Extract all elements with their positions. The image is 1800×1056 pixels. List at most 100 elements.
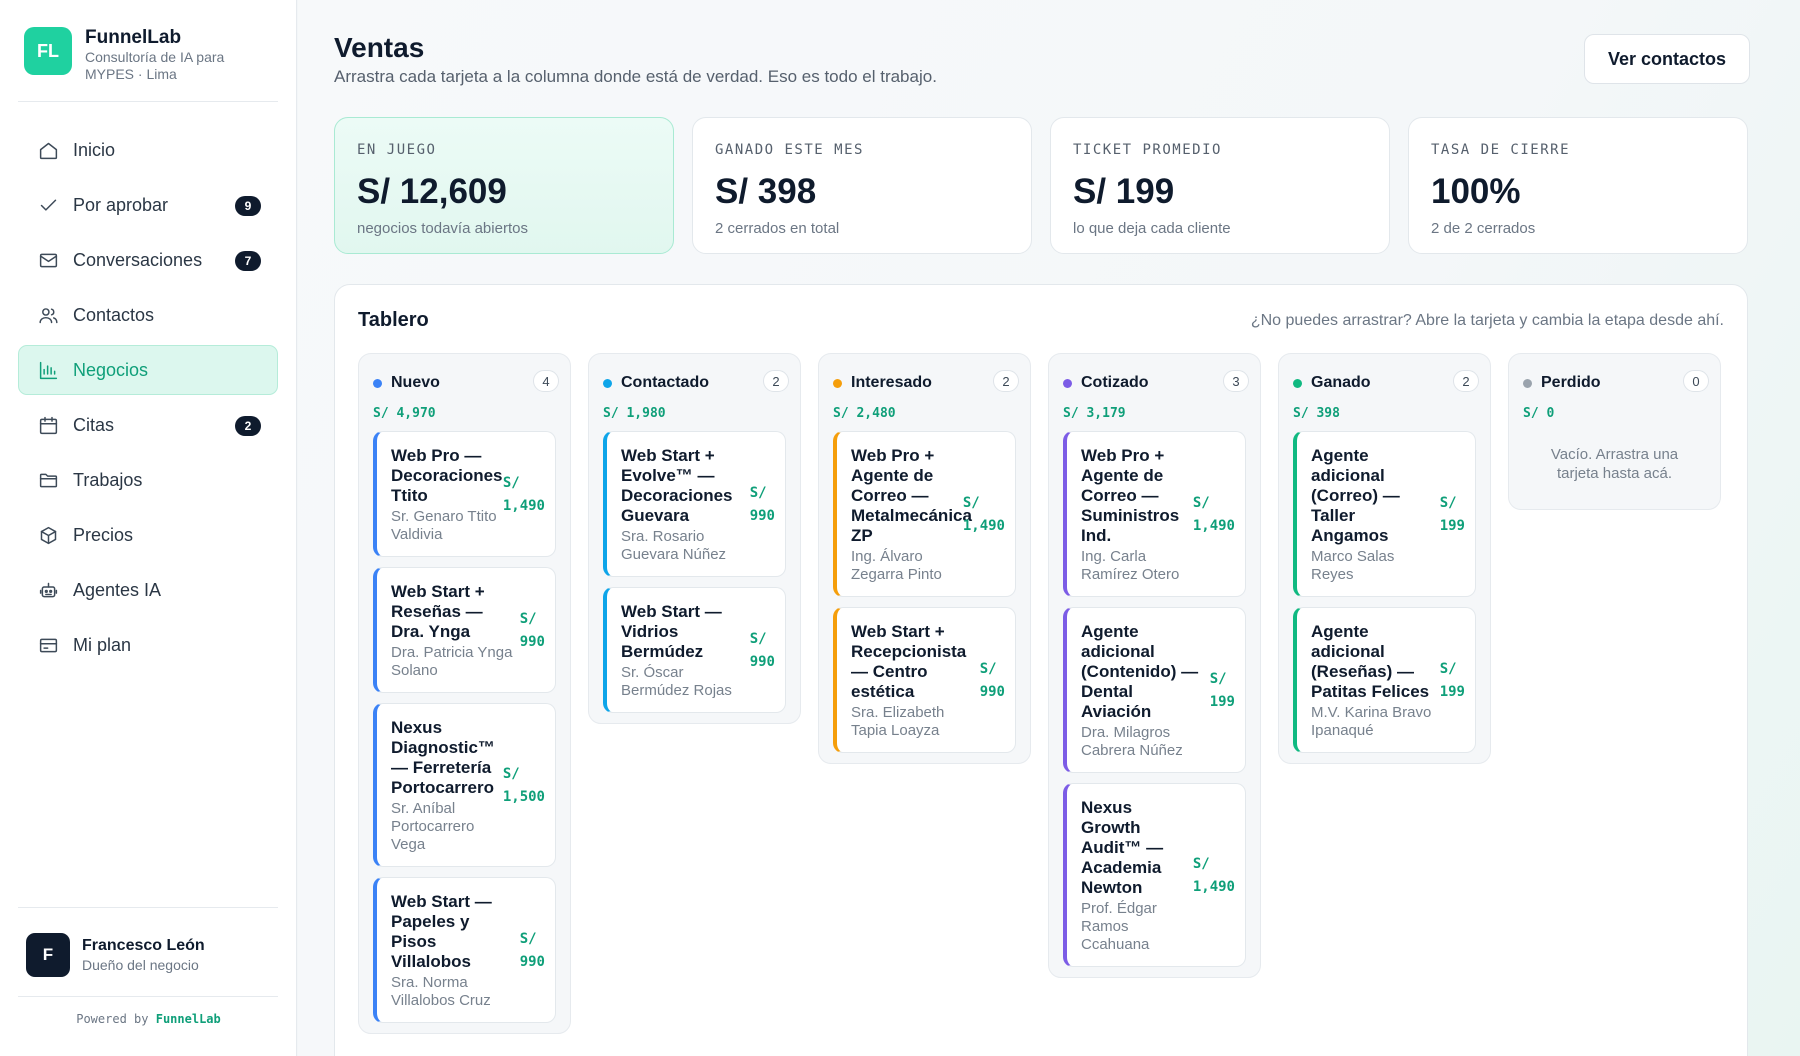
column-count: 0 xyxy=(1683,370,1709,392)
column-ganado[interactable]: Ganado 2 S/ 398 Agente adicional (Correo… xyxy=(1278,353,1491,764)
sidebar-item-mi-plan[interactable]: Mi plan xyxy=(18,620,278,670)
deal-card[interactable]: Web Start — Papeles y Pisos Villalobos S… xyxy=(373,877,556,1023)
deal-card[interactable]: Web Start + Reseñas — Dra. Ynga Dra. Pat… xyxy=(373,567,556,693)
status-dot xyxy=(1523,378,1532,388)
sidebar-item-label: Trabajos xyxy=(73,469,143,490)
count-badge: 7 xyxy=(235,251,261,271)
sidebar-item-por-aprobar[interactable]: Por aprobar 9 xyxy=(18,180,278,230)
deal-amount: S/1,490 xyxy=(957,492,1005,538)
deal-currency: S/ xyxy=(962,495,980,511)
deal-card[interactable]: Web Start + Recepcionista — Centro estét… xyxy=(833,607,1016,753)
brand-subtitle: Consultoría de IA para MYPES · Lima xyxy=(85,49,225,82)
deal-value: 1,490 xyxy=(1192,879,1235,895)
empty-column-message: Vacío. Arrastra una tarjeta hasta acá. xyxy=(1550,446,1679,482)
deal-contact: Dra. Milagros Cabrera Núñez xyxy=(1081,724,1183,759)
page-subtitle: Arrastra cada tarjeta a la columna donde… xyxy=(334,67,937,86)
deal-value: 199 xyxy=(1209,694,1235,710)
brand[interactable]: FL FunnelLab Consultoría de IA para MYPE… xyxy=(24,27,255,83)
sidebar-item-negocios[interactable]: Negocios xyxy=(18,345,278,395)
column-interesado[interactable]: Interesado 2 S/ 2,480 Web Pro + Agente d… xyxy=(818,353,1031,764)
deal-currency: S/ xyxy=(1209,671,1227,687)
deal-card[interactable]: Web Pro — Decoraciones Ttito Sr. Genaro … xyxy=(373,431,556,557)
deal-title: Agente adicional (Contenido) — Dental Av… xyxy=(1081,622,1199,721)
column-count: 3 xyxy=(1223,370,1249,392)
deal-title: Web Start — Papeles y Pisos Villalobos xyxy=(391,892,492,971)
sidebar-nav: Inicio Por aprobar 9 Conversaciones 7 Co… xyxy=(18,125,278,675)
deal-value: 990 xyxy=(979,684,1005,700)
robot-icon xyxy=(37,579,59,601)
column-name: Perdido xyxy=(1541,374,1601,391)
deal-card[interactable]: Nexus Growth Audit™ — Academia Newton Pr… xyxy=(1063,783,1246,967)
deal-amount: S/199 xyxy=(1434,658,1465,704)
deal-value: 1,490 xyxy=(502,498,545,514)
column-contactado[interactable]: Contactado 2 S/ 1,980 Web Start + Evolve… xyxy=(588,353,801,724)
kpi-value: 100% xyxy=(1431,172,1521,211)
deal-amount: S/1,500 xyxy=(497,763,545,809)
deal-amount: S/1,490 xyxy=(497,472,545,518)
deal-currency: S/ xyxy=(1439,661,1457,677)
divider xyxy=(18,101,278,102)
sidebar-item-label: Negocios xyxy=(73,359,149,380)
kpi-value: S/ 199 xyxy=(1073,172,1175,211)
sidebar-item-trabajos[interactable]: Trabajos xyxy=(18,455,278,505)
sidebar-item-conversaciones[interactable]: Conversaciones 7 xyxy=(18,235,278,285)
sidebar-item-label: Contactos xyxy=(73,304,155,325)
deal-card[interactable]: Web Start + Evolve™ — Decoraciones Gueva… xyxy=(603,431,786,577)
kpi-card-en-juego: EN JUEGO S/ 12,609 negocios todavía abie… xyxy=(334,117,674,254)
column-cotizado[interactable]: Cotizado 3 S/ 3,179 Web Pro + Agente de … xyxy=(1048,353,1261,978)
status-dot xyxy=(1293,378,1302,388)
sidebar-item-agentes-ia[interactable]: Agentes IA xyxy=(18,565,278,615)
sidebar-item-label: Inicio xyxy=(73,139,116,160)
deal-contact: Ing. Álvaro Zegarra Pinto xyxy=(851,548,942,583)
users-icon xyxy=(37,304,59,326)
column-perdido[interactable]: Perdido 0 S/ 0 Vacío. Arrastra una tarje… xyxy=(1508,353,1721,510)
deal-currency: S/ xyxy=(519,931,537,947)
deal-card[interactable]: Agente adicional (Reseñas) — Patitas Fel… xyxy=(1293,607,1476,753)
sidebar-item-precios[interactable]: Precios xyxy=(18,510,278,560)
status-dot xyxy=(603,378,612,388)
deal-amount: S/990 xyxy=(974,658,1005,704)
column-nuevo[interactable]: Nuevo 4 S/ 4,970 Web Pro — Decoraciones … xyxy=(358,353,571,1034)
deal-value: 990 xyxy=(749,654,775,670)
user-name: Francesco León xyxy=(82,937,205,954)
deal-contact: Sr. Genaro Ttito Valdivia xyxy=(391,508,497,543)
powered-name: FunnelLab xyxy=(155,1012,221,1026)
deal-currency: S/ xyxy=(749,631,767,647)
column-name: Cotizado xyxy=(1081,374,1149,391)
mail-icon xyxy=(37,249,59,271)
deal-contact: M.V. Karina Bravo Ipanaqué xyxy=(1311,704,1432,739)
deal-contact: Sr. Óscar Bermúdez Rojas xyxy=(621,664,732,699)
sidebar-item-contactos[interactable]: Contactos xyxy=(18,290,278,340)
column-count: 2 xyxy=(763,370,789,392)
column-name: Nuevo xyxy=(391,374,440,391)
kanban-board: Tablero ¿No puedes arrastrar? Abre la ta… xyxy=(334,284,1748,1056)
deal-card[interactable]: Agente adicional (Correo) — Taller Angam… xyxy=(1293,431,1476,597)
user-role: Dueño del negocio xyxy=(82,957,199,973)
deal-title: Web Start + Reseñas — Dra. Ynga xyxy=(391,582,485,641)
sidebar-item-citas[interactable]: Citas 2 xyxy=(18,400,278,450)
user-profile[interactable]: F Francesco León Dueño del negocio xyxy=(26,933,205,977)
deal-card[interactable]: Web Pro + Agente de Correo — Metalmecáni… xyxy=(833,431,1016,597)
kpi-card-ticket: TICKET PROMEDIO S/ 199 lo que deja cada … xyxy=(1050,117,1390,254)
deal-value: 1,490 xyxy=(962,518,1005,534)
count-badge: 9 xyxy=(235,196,261,216)
kpi-note: 2 de 2 cerrados xyxy=(1431,220,1536,237)
deal-contact: Ing. Carla Ramírez Otero xyxy=(1081,548,1180,583)
deal-card[interactable]: Web Start — Vidrios Bermúdez Sr. Óscar B… xyxy=(603,587,786,713)
box-icon xyxy=(37,524,59,546)
view-contacts-button[interactable]: Ver contactos xyxy=(1584,34,1750,84)
sidebar-item-label: Citas xyxy=(73,414,115,435)
deal-card[interactable]: Web Pro + Agente de Correo — Suministros… xyxy=(1063,431,1246,597)
deal-card[interactable]: Nexus Diagnostic™ — Ferretería Portocarr… xyxy=(373,703,556,867)
deal-card[interactable]: Agente adicional (Contenido) — Dental Av… xyxy=(1063,607,1246,773)
kpi-label: EN JUEGO xyxy=(357,142,437,158)
deal-currency: S/ xyxy=(749,485,767,501)
column-name: Ganado xyxy=(1311,374,1371,391)
bar-chart-icon xyxy=(37,359,59,381)
check-icon xyxy=(37,194,59,216)
deal-currency: S/ xyxy=(502,766,520,782)
sidebar-item-inicio[interactable]: Inicio xyxy=(18,125,278,175)
kpi-value: S/ 12,609 xyxy=(357,172,507,211)
column-total: S/ 2,480 xyxy=(833,406,896,421)
deal-currency: S/ xyxy=(502,475,520,491)
